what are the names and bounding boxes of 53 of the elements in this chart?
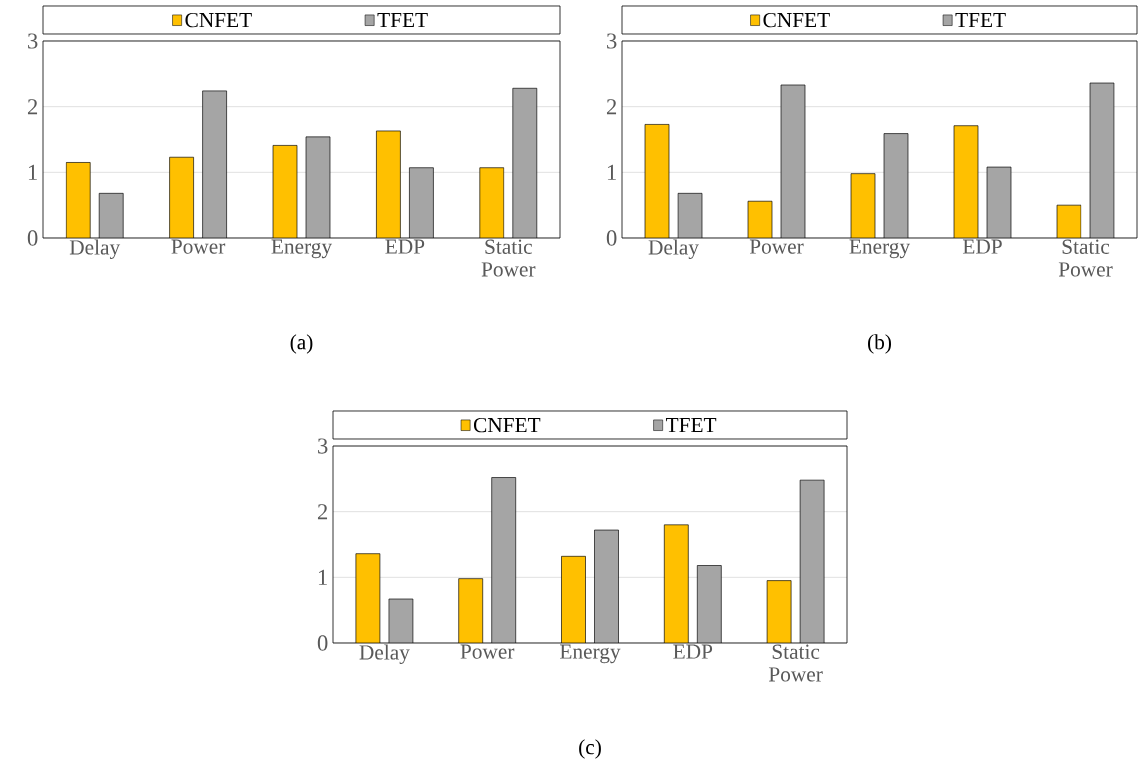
- bar: [799, 479, 825, 643]
- bar: [512, 87, 538, 238]
- y-tick-label: 2: [27, 99, 38, 115]
- legend-label: CNFET: [473, 417, 541, 433]
- bar: [780, 84, 806, 238]
- bar: [696, 565, 722, 643]
- y-tick-label: 1: [318, 569, 327, 585]
- text: (a): [290, 334, 313, 354]
- y-tick-label: 3: [318, 438, 328, 454]
- x-tick-label: Static Power: [481, 239, 536, 277]
- bar: [305, 136, 331, 238]
- x-tick-label: Static Power: [1058, 239, 1113, 277]
- bar: [491, 477, 517, 643]
- y-tick-label: 1: [28, 164, 37, 180]
- bar: [409, 167, 434, 238]
- x-tick-label: Power: [171, 239, 226, 254]
- x-tick-label: Power: [749, 239, 804, 254]
- bar: [98, 193, 124, 238]
- x-tick-label: EDP: [962, 239, 1002, 254]
- bar: [663, 524, 689, 643]
- bar: [202, 90, 227, 238]
- x-tick-label: Power: [460, 644, 515, 659]
- y-tick-label: 0: [606, 230, 617, 246]
- bar: [766, 580, 792, 643]
- x-tick-label: EDP: [673, 644, 713, 659]
- legend-label: CNFET: [763, 12, 830, 28]
- x-tick-label: Static Power: [768, 644, 823, 682]
- x-tick-label: Delay: [648, 239, 699, 259]
- y-tick-label: 0: [27, 230, 38, 246]
- x-tick-label: Delay: [359, 644, 410, 664]
- text: (c): [579, 739, 601, 759]
- text: (b): [868, 334, 892, 354]
- bar: [355, 553, 381, 643]
- x-tick-label: EDP: [385, 239, 425, 254]
- bar: [561, 555, 586, 643]
- bar: [458, 578, 484, 643]
- y-tick-label: 0: [317, 635, 328, 651]
- legend-label: TFET: [377, 13, 428, 27]
- legend-label: TFET: [955, 13, 1006, 27]
- x-tick-label: Delay: [69, 239, 121, 259]
- legend-label: TFET: [665, 418, 717, 432]
- x-tick-label: Energy: [271, 239, 333, 259]
- y-tick-label: 3: [607, 33, 617, 49]
- y-tick-label: 1: [607, 164, 616, 180]
- y-tick-label: 2: [606, 99, 617, 115]
- bar: [594, 529, 619, 643]
- y-tick-label: 3: [28, 33, 38, 49]
- bar: [883, 133, 909, 238]
- legend-label: CNFET: [185, 12, 252, 28]
- x-tick-label: Energy: [849, 239, 911, 259]
- y-tick-label: 2: [317, 504, 328, 520]
- x-tick-label: Energy: [560, 644, 621, 664]
- bar: [1089, 82, 1115, 238]
